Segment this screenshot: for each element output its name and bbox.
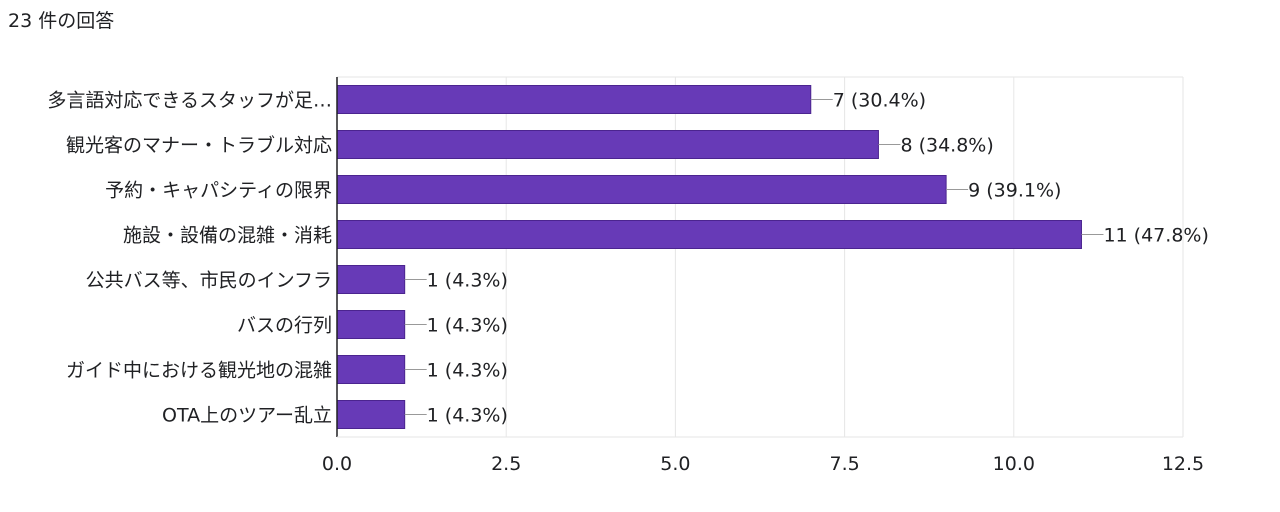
x-tick-label: 12.5 <box>1162 453 1204 475</box>
grid-lines <box>337 76 1184 437</box>
data-label: 1 (4.3%) <box>427 360 508 382</box>
response-count: 23 件の回答 <box>8 10 115 32</box>
data-label: 1 (4.3%) <box>427 270 508 292</box>
x-tick-label: 10.0 <box>993 453 1035 475</box>
data-label: 1 (4.3%) <box>427 315 508 337</box>
x-tick-label: 2.5 <box>491 453 521 475</box>
category-label: ガイド中における観光地の混雑 <box>66 360 332 382</box>
bar <box>336 400 406 429</box>
data-label: 7 (30.4%) <box>833 90 926 112</box>
bar <box>336 85 812 114</box>
axes <box>336 77 1183 438</box>
data-label: 9 (39.1%) <box>968 180 1061 202</box>
data-label: 8 (34.8%) <box>900 135 993 157</box>
category-label: 多言語対応できるスタッフが足… <box>47 90 332 112</box>
category-label: 予約・キャパシティの限界 <box>105 180 332 202</box>
category-label: バスの行列 <box>237 315 332 337</box>
category-label: 観光客のマナー・トラブル対応 <box>66 134 332 157</box>
category-label: OTA上のツアー乱立 <box>162 405 332 427</box>
bar <box>336 310 406 339</box>
x-tick-label: 7.5 <box>829 453 859 475</box>
leader-lines <box>404 99 1104 415</box>
x-tick-label: 0.0 <box>322 453 352 475</box>
bar <box>336 265 406 294</box>
bar <box>336 130 879 159</box>
x-tick-label: 5.0 <box>660 453 690 475</box>
category-label: 公共バス等、市民のインフラ <box>86 270 332 292</box>
bar <box>336 220 1082 249</box>
data-label: 11 (47.8%) <box>1103 225 1208 247</box>
data-label: 1 (4.3%) <box>427 405 508 427</box>
category-label: 施設・設備の混雑・消耗 <box>123 225 332 247</box>
bar <box>336 355 406 384</box>
labels: 0.0 2.5 5.0 7.5 10.0 12.5 7 (30.4%) 多言語対応できるスタッ… <box>47 90 1209 476</box>
bars <box>336 85 1082 429</box>
bar <box>336 175 947 204</box>
